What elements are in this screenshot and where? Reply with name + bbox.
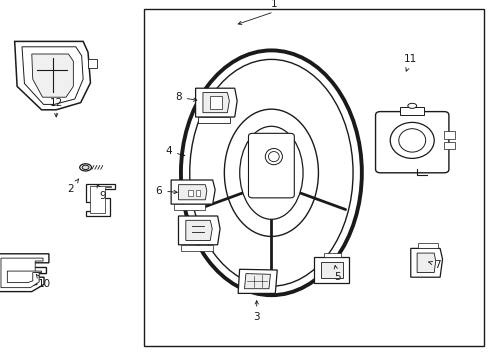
Bar: [417, 243, 437, 248]
Polygon shape: [238, 269, 277, 293]
Text: 1: 1: [270, 0, 277, 9]
Bar: [399, 107, 424, 115]
Ellipse shape: [407, 103, 416, 108]
Text: 11: 11: [403, 54, 417, 71]
Bar: [443, 131, 454, 139]
Polygon shape: [416, 253, 435, 273]
Text: 2: 2: [67, 179, 79, 194]
Text: 7: 7: [428, 260, 440, 270]
Ellipse shape: [224, 109, 318, 237]
Polygon shape: [1, 258, 43, 288]
FancyBboxPatch shape: [248, 133, 294, 198]
Bar: [324, 253, 341, 257]
Polygon shape: [22, 47, 83, 104]
Polygon shape: [410, 248, 442, 277]
Bar: [195, 190, 200, 196]
Bar: [144, 9, 483, 346]
Polygon shape: [244, 274, 270, 289]
Text: 9: 9: [97, 184, 106, 201]
Ellipse shape: [82, 165, 89, 170]
Text: 6: 6: [155, 186, 177, 196]
Polygon shape: [2, 267, 46, 286]
Text: 5: 5: [333, 266, 340, 282]
Text: 4: 4: [165, 146, 184, 156]
Ellipse shape: [398, 129, 425, 152]
Polygon shape: [185, 220, 212, 240]
Bar: [198, 117, 229, 123]
Bar: [188, 190, 193, 196]
Polygon shape: [15, 41, 90, 110]
Polygon shape: [171, 180, 215, 204]
Ellipse shape: [181, 50, 361, 295]
Text: 10: 10: [36, 274, 50, 289]
Bar: [210, 96, 222, 109]
Polygon shape: [0, 254, 49, 292]
Bar: [181, 245, 212, 251]
Bar: [443, 142, 454, 149]
Polygon shape: [32, 54, 73, 97]
Polygon shape: [195, 88, 237, 117]
FancyBboxPatch shape: [375, 112, 448, 173]
Polygon shape: [178, 185, 206, 200]
Text: 12: 12: [49, 98, 63, 117]
Text: 3: 3: [253, 301, 260, 322]
Ellipse shape: [268, 152, 279, 162]
Ellipse shape: [389, 122, 433, 158]
Polygon shape: [321, 262, 342, 278]
Polygon shape: [90, 186, 111, 213]
Ellipse shape: [264, 148, 282, 165]
Ellipse shape: [189, 59, 352, 286]
Text: 8: 8: [175, 92, 197, 102]
Polygon shape: [7, 271, 41, 283]
Polygon shape: [203, 93, 229, 113]
Polygon shape: [314, 257, 348, 283]
Ellipse shape: [239, 126, 303, 219]
Polygon shape: [85, 184, 115, 216]
Ellipse shape: [80, 164, 91, 171]
Bar: [88, 59, 97, 68]
Polygon shape: [178, 216, 220, 245]
Bar: [173, 204, 205, 210]
